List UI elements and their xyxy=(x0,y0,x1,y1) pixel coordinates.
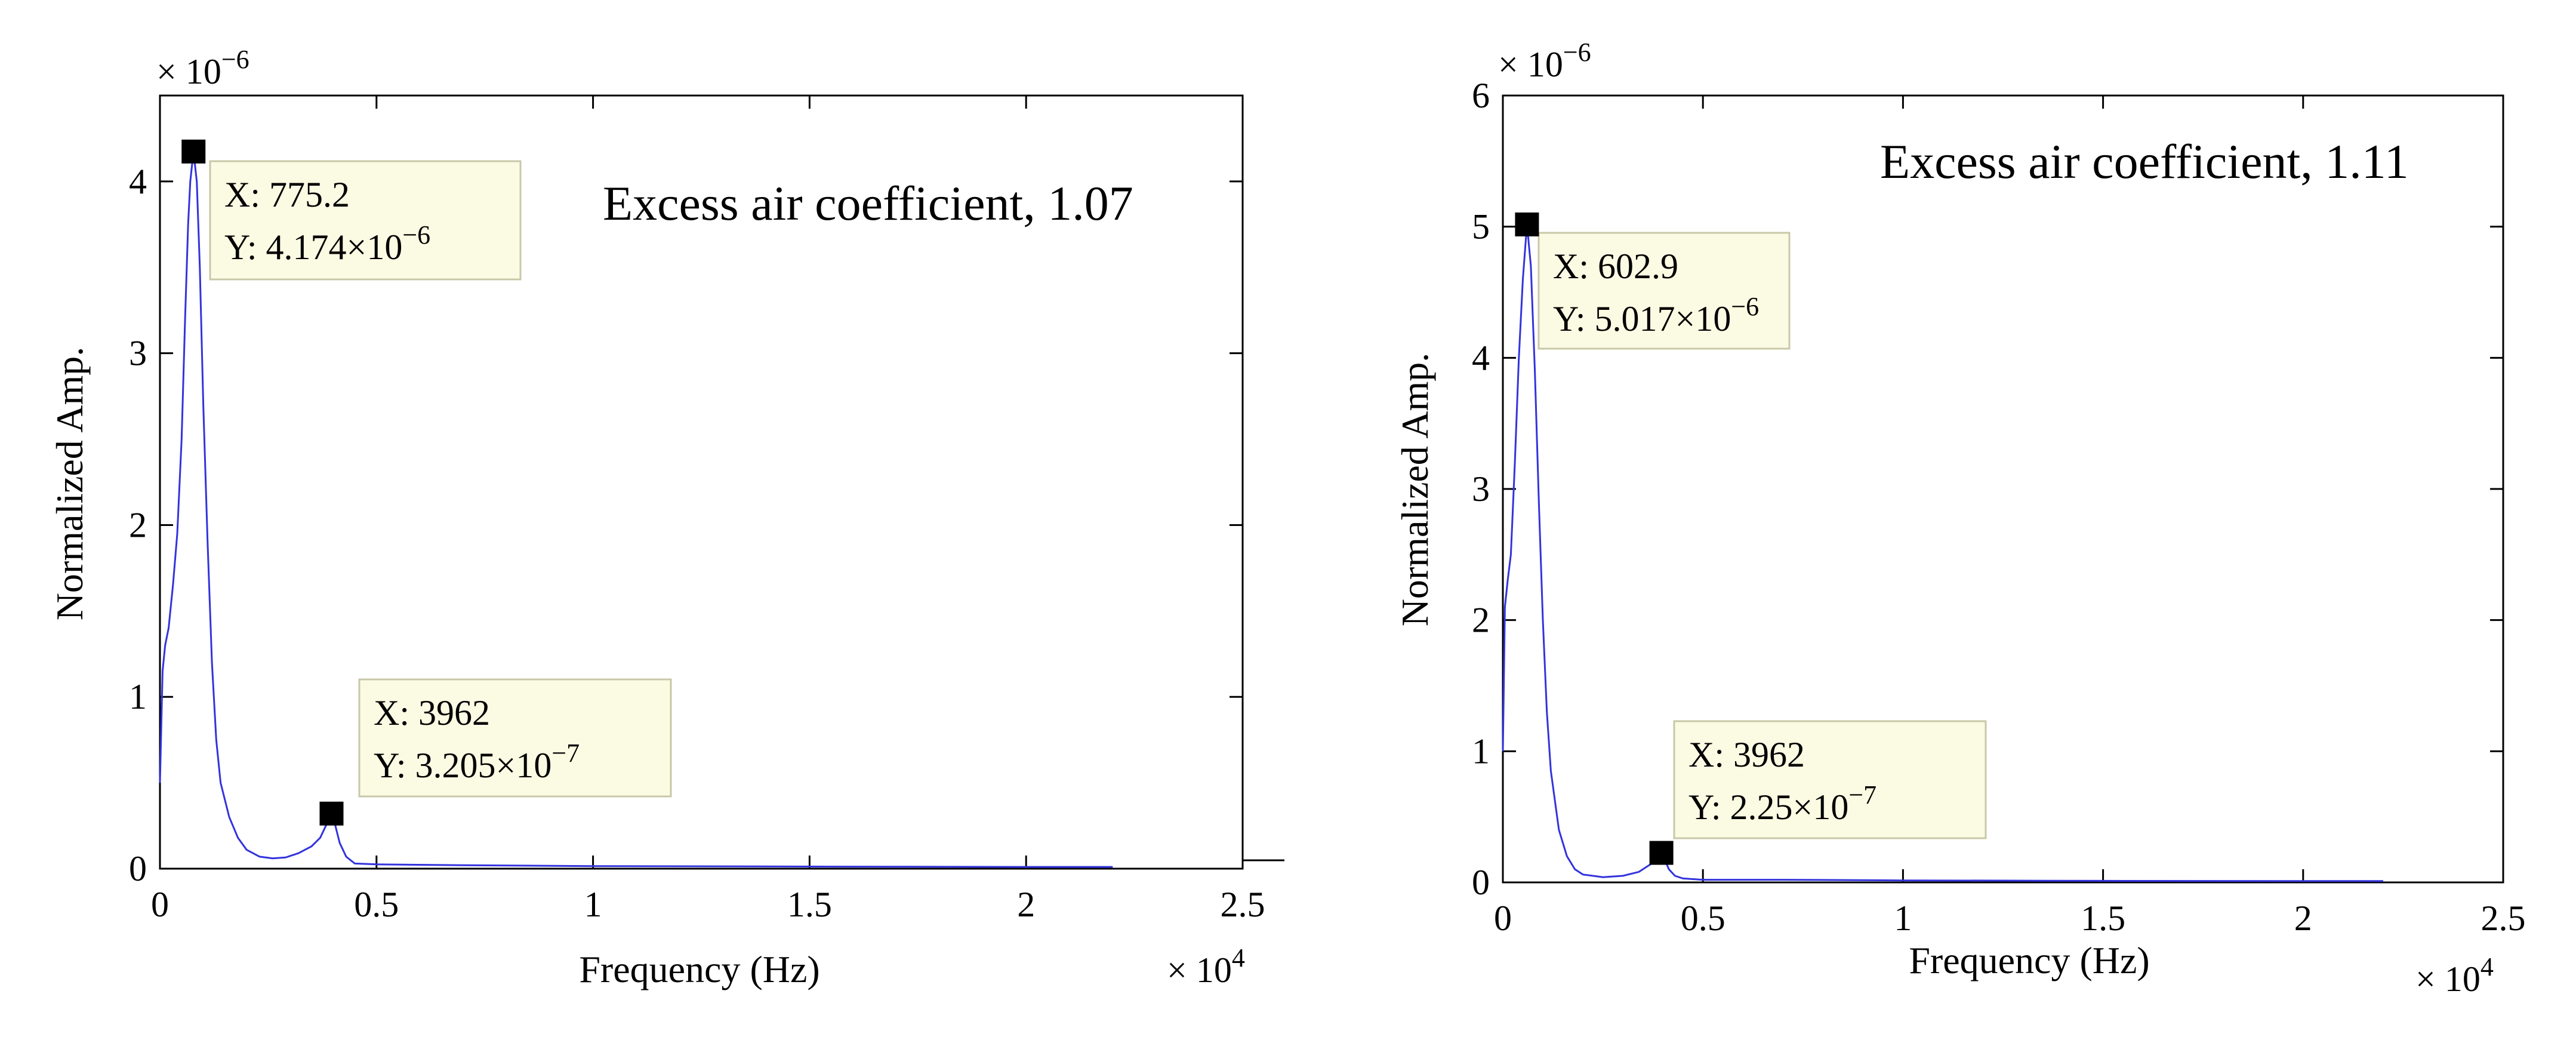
x-tick-label: 2 xyxy=(2294,899,2312,938)
y-multiplier-exponent: −6 xyxy=(1563,38,1591,67)
datatip-box xyxy=(1673,720,1987,839)
x-multiplier: × 104 xyxy=(2415,952,2494,999)
y-tick-label: 3 xyxy=(1472,469,1490,509)
x-multiplier-exponent: 4 xyxy=(1232,943,1245,973)
datatip-x-label: X: 3962 xyxy=(374,693,490,733)
y-tick-label: 2 xyxy=(129,505,147,544)
x-multiplier-exponent: 4 xyxy=(2481,952,2494,981)
y-tick-label: 4 xyxy=(129,162,147,201)
x-tick-label: 1 xyxy=(584,885,602,924)
chart-annotation: Excess air coefficient, 1.11 xyxy=(1880,134,2409,189)
x-tick-label: 1.5 xyxy=(787,885,832,924)
series-line-spectrum xyxy=(159,151,1113,868)
x-tick-label: 1 xyxy=(1894,899,1912,938)
datatip-y-label-base: Y: 5.017×10 xyxy=(1553,299,1731,339)
datatip-marker xyxy=(1649,841,1674,865)
datatip-x-label: X: 775.2 xyxy=(224,175,350,214)
x-axis-label: Frequency (Hz) xyxy=(1909,939,2149,981)
y-tick-label: 4 xyxy=(1472,338,1490,377)
chart-annotation: Excess air coefficient, 1.07 xyxy=(603,176,1133,230)
x-multiplier-base: × 10 xyxy=(2415,959,2481,999)
x-tick-label: 0.5 xyxy=(354,885,399,924)
y-tick-label: 5 xyxy=(1472,207,1490,247)
x-multiplier-base: × 10 xyxy=(1167,950,1232,990)
datatip-x-label: X: 3962 xyxy=(1688,735,1805,774)
datatip-marker xyxy=(319,801,344,826)
datatip-y-label-exponent: −7 xyxy=(551,739,580,768)
y-multiplier-base: × 10 xyxy=(1498,45,1563,84)
x-tick-label: 2.5 xyxy=(2481,899,2526,938)
datatip-box xyxy=(358,678,672,798)
y-multiplier: × 10−6 xyxy=(1498,38,1591,84)
x-tick-label: 1.5 xyxy=(2081,899,2125,938)
y-tick-label: 6 xyxy=(1472,76,1490,115)
x-tick-label: 2.5 xyxy=(1221,885,1265,924)
datatip-y-label-exponent: −6 xyxy=(402,220,430,250)
x-multiplier: × 104 xyxy=(1167,943,1245,990)
datatip: X: 3962 Y: 2.25×10−7 xyxy=(1649,720,1987,865)
y-multiplier-base: × 10 xyxy=(156,52,221,91)
datatip-x-label: X: 602.9 xyxy=(1553,247,1678,286)
y-tick-label: 1 xyxy=(1472,731,1490,771)
datatip-y-label-exponent: −6 xyxy=(1731,292,1759,321)
datatip-y-label: Y: 3.205×10−7 xyxy=(374,739,580,785)
datatip-marker xyxy=(181,139,206,164)
x-tick-label: 2 xyxy=(1017,885,1035,924)
y-tick-label: 2 xyxy=(1472,601,1490,640)
y-axis-label: Normalized Amp. xyxy=(1394,353,1436,627)
datatip-y-label-exponent: −7 xyxy=(1848,780,1876,810)
plot-frame xyxy=(159,94,1244,870)
datatip-y-label-base: Y: 2.25×10 xyxy=(1688,787,1848,827)
x-axis-label: Frequency (Hz) xyxy=(579,948,819,990)
x-tick-label: 0 xyxy=(151,885,169,924)
datatip-box xyxy=(209,160,522,281)
datatip-y-label: Y: 5.017×10−6 xyxy=(1553,292,1759,339)
y-axis-label: Normalized Amp. xyxy=(48,347,91,621)
y-multiplier: × 10−6 xyxy=(156,45,249,91)
y-tick-label: 3 xyxy=(129,334,147,373)
x-tick-label: 0.5 xyxy=(1681,899,1725,938)
series-line-spectrum xyxy=(1502,224,2383,882)
datatip: X: 775.2 Y: 4.174×10−6 xyxy=(181,139,522,281)
plot-frame xyxy=(1502,94,2504,884)
datatip-box xyxy=(1537,232,1791,350)
datatip-y-label-base: Y: 3.205×10 xyxy=(374,746,551,785)
datatip-y-label: Y: 2.25×10−7 xyxy=(1688,780,1876,827)
y-tick-label: 1 xyxy=(129,677,147,716)
datatip-marker xyxy=(1515,212,1539,236)
x-tick-label: 0 xyxy=(1494,899,1512,938)
datatip: X: 3962 Y: 3.205×10−7 xyxy=(319,678,672,826)
datatip-y-label-base: Y: 4.174×10 xyxy=(224,227,402,267)
y-tick-label: 0 xyxy=(129,849,147,888)
datatip-y-label: Y: 4.174×10−6 xyxy=(224,220,430,267)
y-tick-label: 0 xyxy=(1472,863,1490,902)
datatip: X: 602.9 Y: 5.017×10−6 xyxy=(1515,212,1791,350)
y-multiplier-exponent: −6 xyxy=(221,45,249,74)
